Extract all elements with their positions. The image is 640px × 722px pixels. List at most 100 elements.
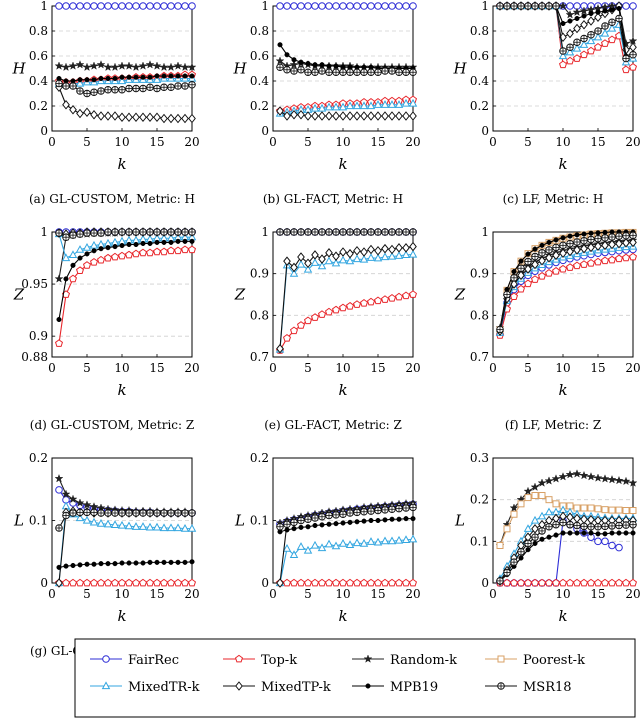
data-point-top-k	[544, 269, 554, 277]
data-point-fairrec	[174, 2, 182, 10]
data-point-mixedtp-k	[55, 578, 63, 588]
data-point-mpb19	[368, 517, 374, 524]
data-point-mixedtp-k	[374, 245, 382, 256]
data-point-random-k	[54, 274, 64, 283]
legend-item-mixedtp-k: MixedTP-k	[223, 680, 331, 695]
x-axis-label: k	[338, 607, 347, 625]
data-point-fairrec	[139, 2, 147, 10]
data-point-mixedtp-k	[111, 111, 119, 121]
data-point-mpb19	[567, 18, 573, 24]
data-point-mpb19	[284, 52, 290, 58]
y-tick-label: 0.2	[250, 451, 269, 465]
x-tick-label: 0	[489, 361, 497, 375]
data-point-top-k	[103, 253, 113, 262]
data-point-msr18	[90, 229, 98, 237]
data-point-mpb19	[539, 536, 545, 542]
series-mpb19	[56, 238, 195, 323]
data-point-mixedtr-k	[408, 98, 418, 107]
data-point-msr18	[346, 228, 354, 236]
data-point-fairrec	[188, 2, 196, 10]
data-point-top-k	[145, 578, 155, 587]
data-point-mpb19	[147, 559, 153, 565]
y-tick-label: 0	[40, 124, 48, 138]
data-point-mixedtp-k	[601, 240, 609, 251]
x-tick-label: 10	[335, 361, 350, 375]
data-point-mixedtp-k	[381, 111, 389, 121]
data-point-mixedtp-k	[374, 111, 382, 121]
data-point-mixedtp-k	[580, 19, 588, 30]
data-point-fairrec	[311, 2, 319, 10]
data-point-top-k	[586, 46, 596, 55]
data-point-random-k	[275, 56, 285, 65]
data-point-mixedtp-k	[174, 113, 182, 124]
data-point-mpb19	[98, 246, 104, 252]
y-tick-label: 0.95	[21, 277, 48, 291]
series-top-k	[495, 252, 638, 339]
data-point-mpb19	[525, 251, 531, 257]
y-tick-label: 0.6	[470, 49, 489, 63]
data-point-mixedtr-k	[544, 507, 554, 516]
data-point-random-k	[103, 62, 113, 72]
y-tick-label: 0.8	[470, 308, 489, 322]
data-point-top-k	[558, 578, 568, 587]
x-tick-label: 10	[555, 361, 570, 375]
data-point-msr18	[353, 228, 361, 236]
data-point-mpb19	[168, 73, 174, 79]
legend: FairRec Top-k Random-k Poorest-k MixedTR-k Mi…	[74, 638, 636, 718]
data-point-mixedtp-k	[290, 109, 298, 120]
data-point-random-k	[628, 478, 638, 487]
data-point-msr18	[402, 228, 410, 236]
series-mixedtr-k	[275, 98, 418, 117]
data-point-fairrec	[153, 2, 161, 10]
x-tick-label: 5	[83, 135, 91, 149]
data-point-top-k	[373, 578, 383, 587]
data-point-mpb19	[84, 561, 90, 567]
legend-marker-mpb19	[365, 683, 371, 689]
y-tick-label: 0.8	[250, 24, 269, 38]
x-tick-label: 0	[269, 135, 277, 149]
data-point-mixedtr-k	[352, 538, 362, 547]
x-tick-label: 20	[184, 361, 199, 375]
data-point-mpb19	[119, 74, 125, 80]
data-point-top-k	[331, 578, 341, 587]
data-point-fairrec	[97, 2, 105, 10]
data-point-mpb19	[389, 516, 395, 522]
data-point-top-k	[296, 321, 306, 329]
y-tick-label: 0.6	[29, 49, 48, 63]
legend-item-mixedtr-k: MixedTR-k	[90, 680, 200, 695]
data-point-msr18	[111, 85, 119, 94]
data-point-msr18	[83, 89, 91, 98]
y-tick-label: 0.88	[21, 350, 48, 364]
data-point-mpb19	[147, 240, 153, 247]
data-point-fairrec	[332, 2, 340, 10]
data-point-msr18	[409, 503, 417, 512]
data-point-mpb19	[63, 563, 69, 569]
x-tick-label: 20	[625, 361, 640, 375]
data-point-mixedtr-k	[324, 539, 334, 548]
data-point-msr18	[132, 228, 140, 236]
data-point-msr18	[69, 509, 77, 517]
data-point-fairrec	[608, 541, 616, 550]
data-point-mixedtp-k	[311, 111, 319, 121]
series-mixedtr-k	[495, 241, 638, 336]
data-point-msr18	[594, 234, 602, 243]
data-point-fairrec	[395, 2, 403, 10]
data-point-mixedtp-k	[353, 111, 361, 121]
x-axis-label: k	[338, 381, 347, 399]
data-point-mpb19	[70, 562, 76, 569]
data-point-random-k	[579, 470, 589, 480]
data-point-msr18	[181, 509, 189, 517]
series-msr18	[496, 231, 637, 334]
data-point-random-k	[173, 61, 183, 70]
data-point-fairrec	[55, 2, 63, 10]
data-point-mpb19	[298, 59, 304, 65]
data-point-random-k	[138, 61, 148, 70]
series-poorest-k	[496, 492, 637, 549]
data-point-fairrec	[402, 2, 410, 10]
data-point-top-k	[96, 255, 106, 264]
data-point-top-k	[159, 247, 169, 256]
data-point-mpb19	[305, 524, 311, 530]
data-point-top-k	[324, 578, 334, 587]
data-point-msr18	[545, 2, 553, 10]
